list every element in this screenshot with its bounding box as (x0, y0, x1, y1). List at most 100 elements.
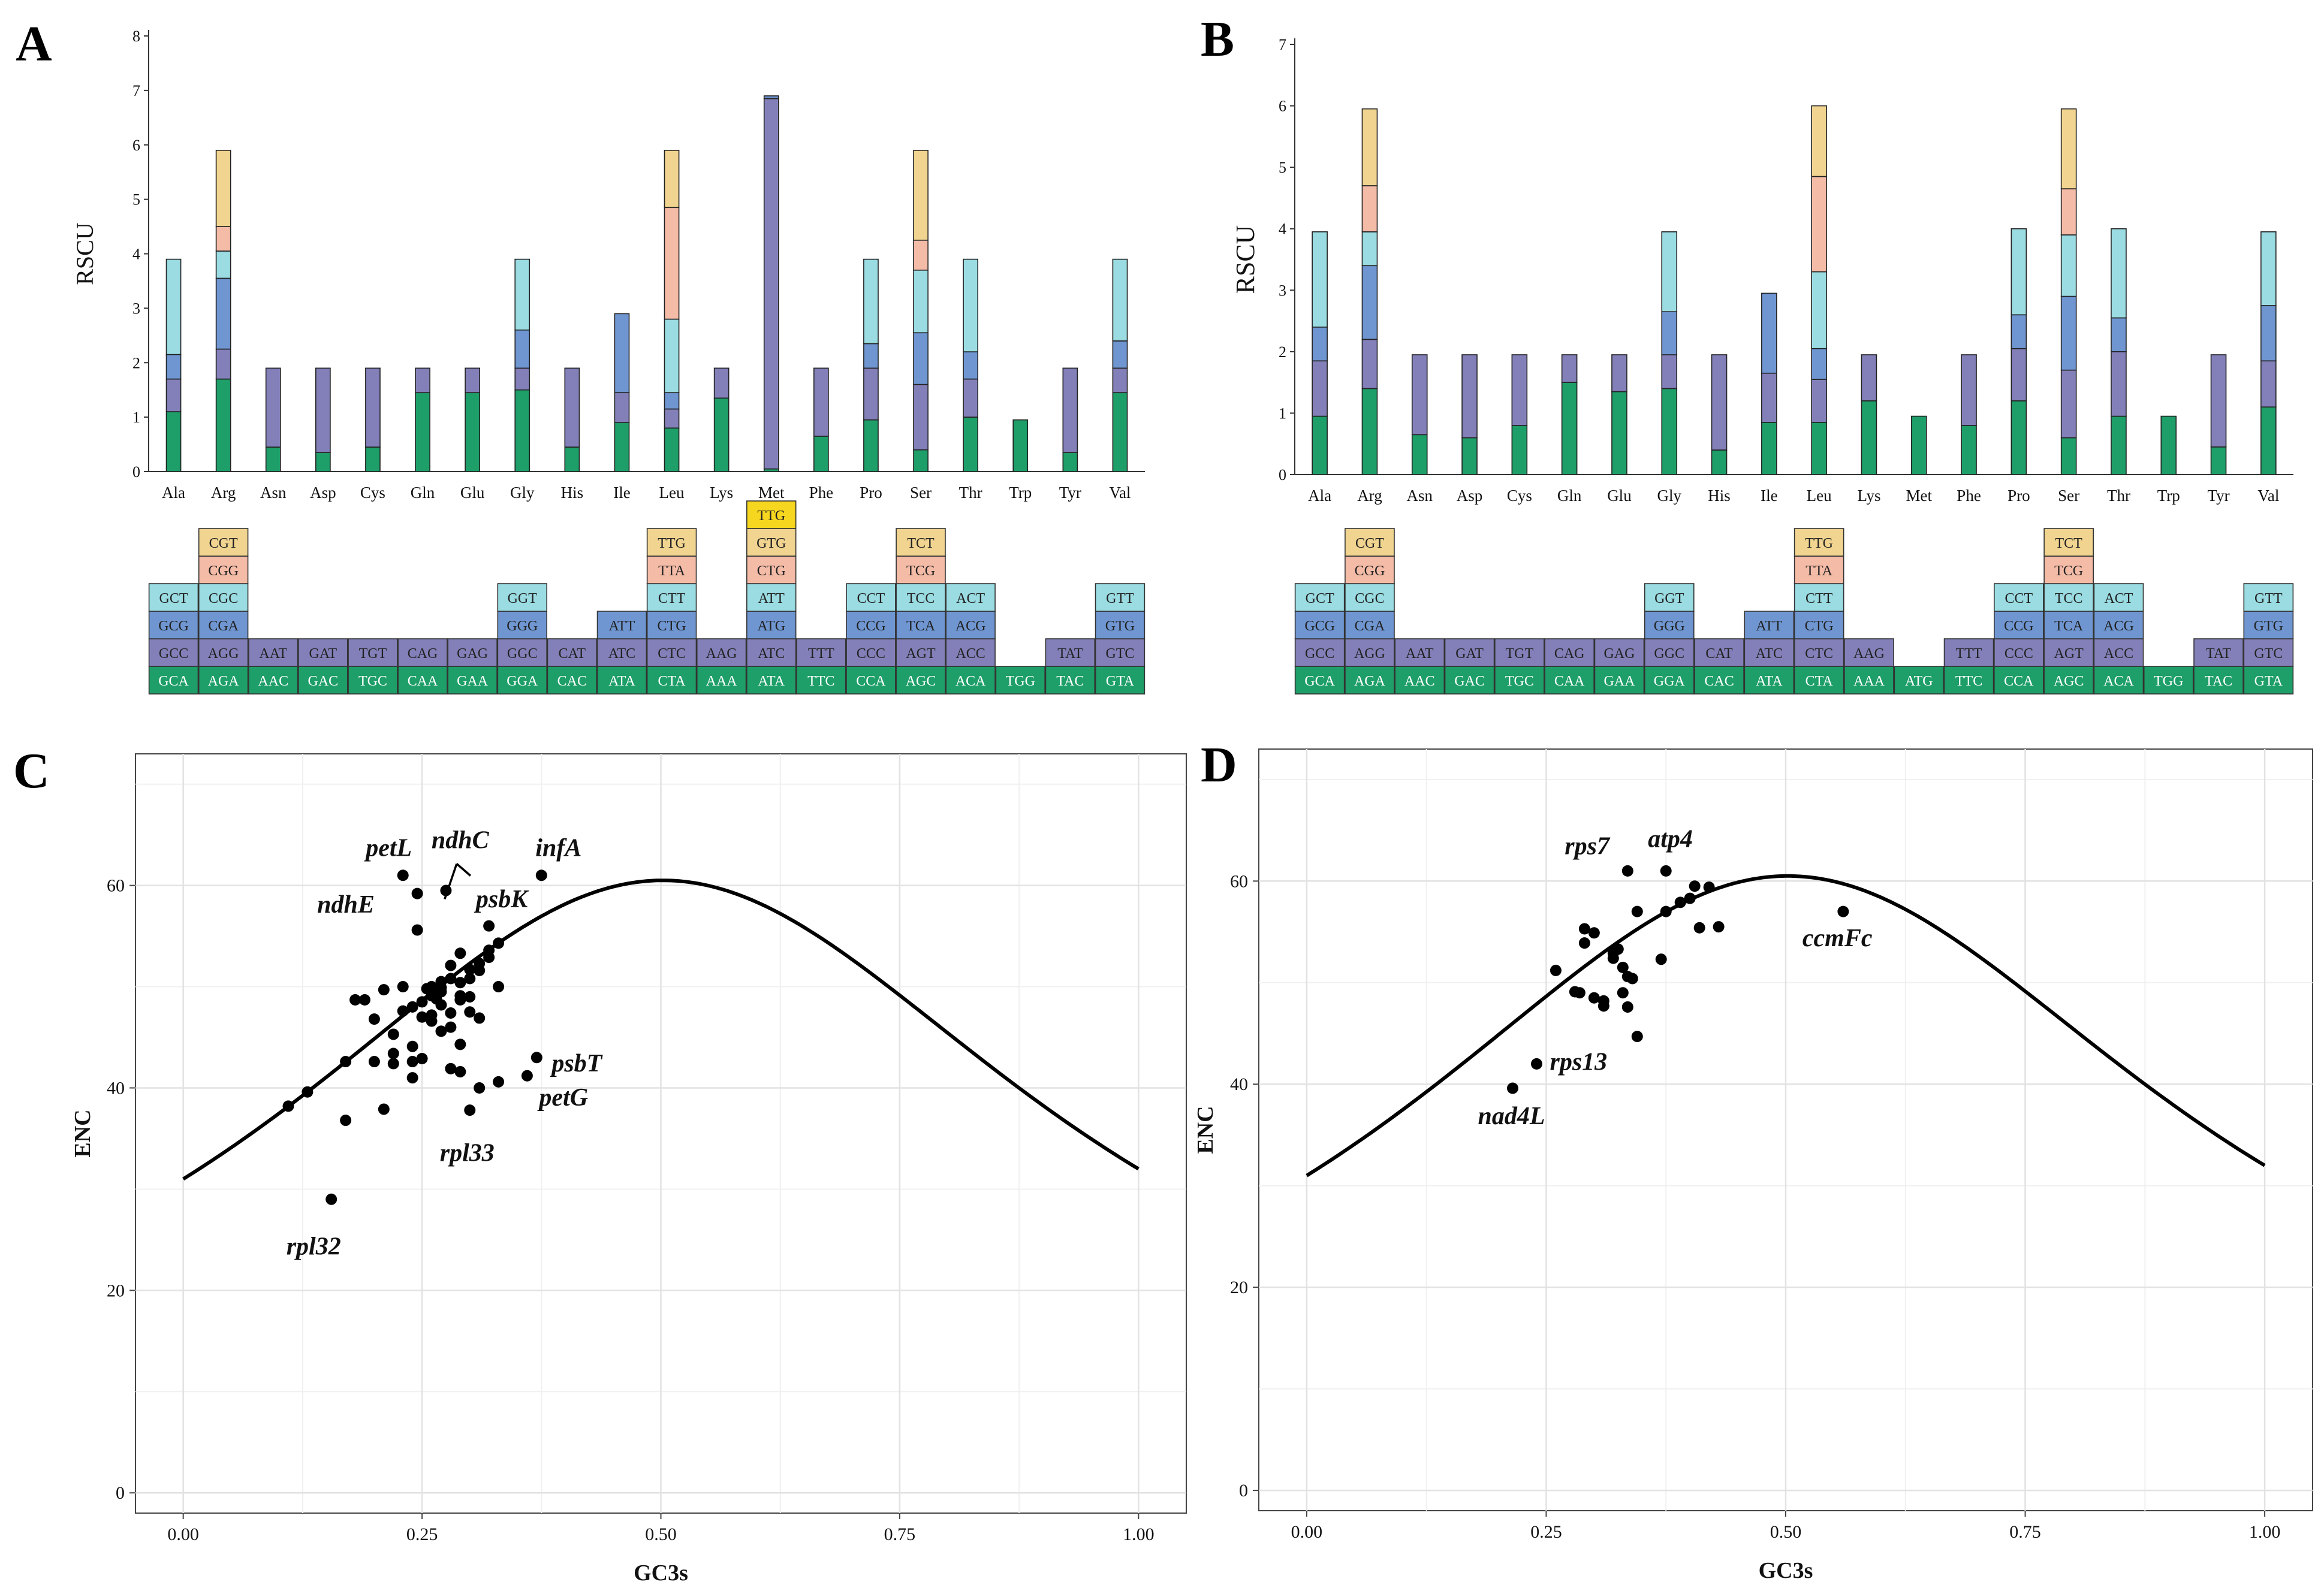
rscu-bar-segment-ile (614, 313, 630, 394)
codon-label: CTC (1805, 646, 1833, 662)
codon-cell (945, 583, 996, 612)
rscu-bar-segment-glu (1611, 391, 1627, 475)
rscu-bar-segment-arg (215, 250, 231, 279)
gene-point (445, 973, 457, 985)
codon-label: ATG (757, 618, 785, 634)
codon-cell (1794, 638, 1844, 667)
rscu-bar-segment-arg (215, 226, 231, 252)
gene-label-ccmfc: ccmFc (1802, 925, 1873, 952)
rscu-x-tick-label: Thr (2107, 487, 2130, 505)
codon-label: TCC (2055, 591, 2083, 606)
codon-cell (1994, 611, 2044, 639)
codon-label: CAT (559, 646, 586, 662)
rscu-y-tick-label: 7 (1279, 36, 1286, 53)
codon-cell (198, 666, 249, 695)
gene-label-rpl32: rpl32 (287, 1233, 341, 1260)
rscu-bar-segment-pro (2010, 348, 2027, 401)
gene-label-atp4: atp4 (1648, 825, 1693, 853)
rscu-bar-segment-ser (2060, 188, 2077, 236)
gene-label-psbk: psbK (474, 886, 529, 913)
rscu-x-tick-label: Phe (809, 484, 834, 502)
rscu-y-tick-label: 2 (1279, 343, 1286, 361)
codon-label: GAG (1603, 646, 1635, 662)
gene-point (1655, 953, 1667, 965)
codon-cell (1294, 583, 1345, 612)
gene-point (411, 887, 423, 899)
rscu-bar-segment-lys (713, 397, 730, 472)
rscu-bar-segment-ser (913, 269, 929, 334)
panel-letter-a: A (16, 16, 52, 72)
enc-x-tick-label: 0.75 (884, 1524, 916, 1544)
gene-point (445, 1062, 457, 1074)
codon-label: GAT (1455, 646, 1484, 662)
codon-cell (646, 611, 697, 639)
codon-cell (1694, 666, 1744, 695)
rscu-y-tick-label: 7 (132, 82, 140, 99)
codon-label: TGT (1506, 646, 1534, 662)
gene-point (1837, 905, 1849, 917)
codon-label: TGG (1006, 674, 1035, 689)
codon-label: GTT (2254, 591, 2283, 606)
codon-cell (2143, 666, 2194, 695)
codon-label: GGT (508, 591, 538, 606)
codon-cell (596, 611, 647, 639)
codon-cell (2193, 638, 2244, 667)
rscu-x-tick-label: Lys (1857, 487, 1880, 505)
rscu-bar-segment-val (1112, 258, 1128, 342)
rscu-bar-segment-ser (913, 239, 929, 271)
codon-cell (746, 500, 797, 529)
codon-cell (1644, 583, 1695, 612)
codon-cell (1095, 666, 1146, 695)
codon-label: AGG (1354, 646, 1385, 662)
gene-point (411, 924, 423, 936)
gene-point (435, 1025, 447, 1037)
rscu-bar-segment-ser (2060, 295, 2077, 371)
rscu-x-tick-label: Gln (411, 484, 435, 502)
codon-cell (1294, 666, 1345, 695)
codon-label: AAC (1404, 674, 1435, 689)
gene-point (1612, 943, 1624, 955)
codon-label: CCT (2005, 591, 2033, 606)
rscu-axis-title-A: RSCU (71, 222, 98, 285)
rscu-y-tick-label: 5 (132, 191, 140, 209)
codon-cell (497, 638, 547, 667)
gene-point (1530, 1058, 1542, 1070)
codon-cell (2093, 611, 2144, 639)
gene-point (302, 1086, 314, 1098)
rscu-bar-segment-arg (1361, 388, 1378, 475)
rscu-bar-segment-ala (1312, 360, 1328, 417)
rscu-panel-A: RSCU 0 1 2 3 4 5 6 7 8 Ala GCA GCC GCG GCT Arg AGA AGG CGA… (71, 28, 1146, 695)
codon-label: GTT (1106, 591, 1134, 606)
rscu-x-tick-label: Lys (710, 484, 733, 502)
codon-cell (1794, 583, 1844, 612)
gene-point (340, 1056, 352, 1068)
enc-panel-D: 0.00 0.25 0.50 0.75 1.00 0 20 40 60 GC3s ENC rps7 at… (1193, 748, 2313, 1583)
gene-point (397, 981, 409, 993)
codon-cell (1794, 528, 1844, 557)
panel-letter-d: D (1201, 737, 1237, 793)
rscu-bar-segment-val (2260, 406, 2277, 475)
gene-label-infa: infA (535, 835, 581, 862)
codon-label: CCT (857, 591, 885, 606)
codon-label: TTC (1955, 674, 1982, 689)
codon-label: GCC (159, 646, 188, 662)
codon-label: CAC (1704, 674, 1734, 689)
enc-x-tick-label: 0.50 (1770, 1522, 1802, 1542)
codon-label: CGG (208, 563, 239, 579)
codon-label: AGT (2054, 646, 2084, 662)
codon-label: AAG (706, 646, 737, 662)
codon-cell (1994, 638, 2044, 667)
codon-label: GTG (2254, 618, 2283, 634)
enc-x-tick-label: 1.00 (1123, 1524, 1155, 1544)
codon-cell (1644, 611, 1695, 639)
codon-cell (2093, 666, 2144, 695)
gene-point (387, 1058, 399, 1070)
rscu-bar-segment-cys (365, 367, 381, 448)
codon-label: CGC (1355, 591, 1384, 606)
rscu-bar-segment-val (2260, 231, 2277, 306)
gene-point (464, 1006, 476, 1018)
codon-cell (198, 611, 249, 639)
enc-x-axis-title: GC3s (634, 1560, 688, 1586)
rscu-bar-segment-phe (1961, 354, 1977, 426)
codon-label: ACT (956, 591, 985, 606)
